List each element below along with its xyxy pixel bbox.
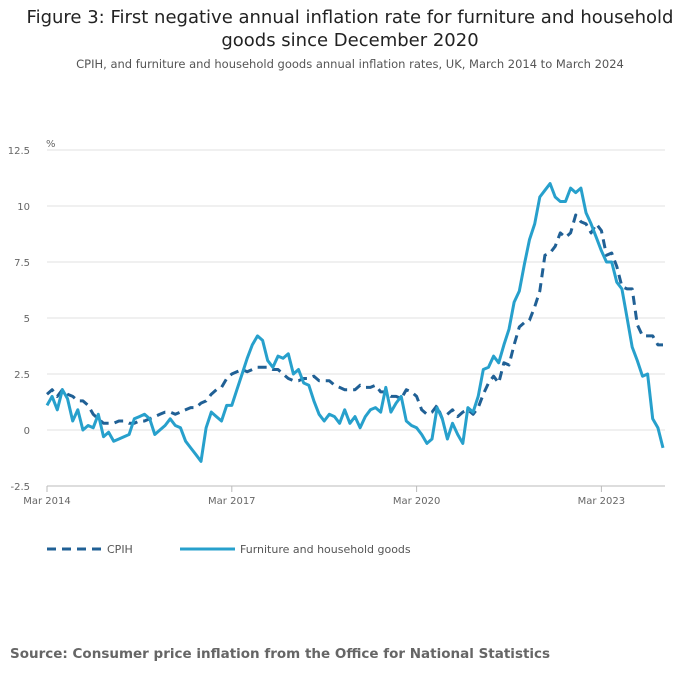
y-tick-label: 2.5 (14, 370, 30, 381)
x-tick-label: Mar 2014 (23, 496, 71, 507)
line-chart: 12.5 10 7.5 5 2.5 0 -2.5 % Mar 2014 Mar 2017 Mar… (8, 139, 665, 556)
legend-label: CPIH (107, 543, 133, 556)
x-tick-label: Mar 2020 (393, 496, 441, 507)
legend-label: Furniture and household goods (240, 543, 411, 556)
chart-subtitle: CPIH, and furniture and household goods … (76, 57, 624, 71)
chart-title: Figure 3: First negative annual inflatio… (26, 7, 674, 51)
y-tick-label: 0 (24, 426, 30, 437)
y-axis-label: % (46, 139, 56, 150)
x-tick-label: Mar 2017 (208, 496, 256, 507)
series-line-cpih (46, 213, 663, 425)
source-note: Source: Consumer price inflation from th… (10, 646, 551, 662)
y-tick-label: 7.5 (14, 258, 30, 269)
series-line-furniture (45, 182, 665, 463)
y-tick-label: 5 (24, 314, 30, 325)
x-tick-label: Mar 2023 (578, 496, 626, 507)
y-tick-label: -2.5 (10, 482, 30, 493)
y-tick-label: 10 (17, 202, 30, 213)
y-tick-label: 12.5 (8, 146, 30, 157)
